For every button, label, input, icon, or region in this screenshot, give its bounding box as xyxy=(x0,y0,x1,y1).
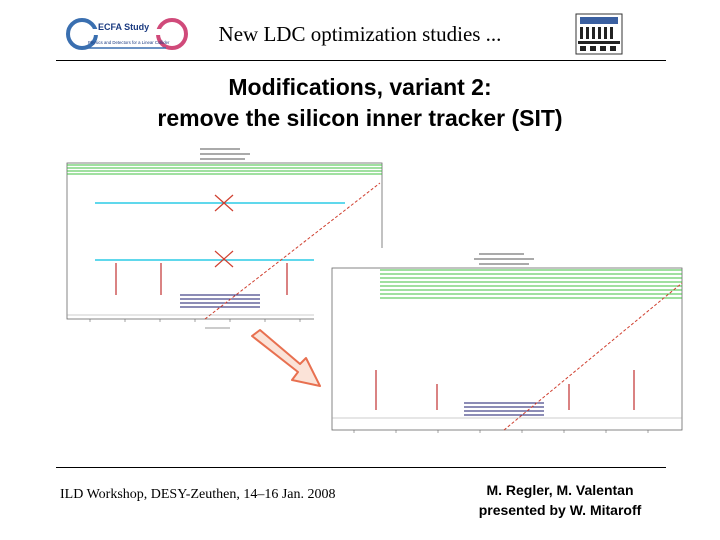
logo-text-main: ECFA Study xyxy=(98,22,149,32)
footer-authors-line-2: presented by W. Mitaroff xyxy=(478,502,642,518)
footer-authors-line-1: M. Regler, M. Valentan xyxy=(486,482,634,498)
ecfa-study-logo: ECFA Study Physics and Detectors for a L… xyxy=(66,18,188,50)
slide-title: Modifications, variant 2: remove the sil… xyxy=(40,72,680,134)
plot-cross-marker-lower xyxy=(214,250,234,268)
plot-lower-right-header xyxy=(474,253,534,265)
transition-arrow-icon xyxy=(251,329,321,387)
header-divider xyxy=(56,60,666,61)
header-title: New LDC optimization studies ... xyxy=(218,22,502,46)
footer-event: ILD Workshop, DESY-Zeuthen, 14–16 Jan. 2… xyxy=(60,487,336,502)
logo-text-sub: Physics and Detectors for a Linear Colli… xyxy=(88,40,170,45)
footer-authors: M. Regler, M. Valentan presented by W. M… xyxy=(440,480,680,520)
slide-title-line-1: Modifications, variant 2: xyxy=(228,74,492,100)
plot-cross-marker-upper xyxy=(214,194,234,212)
slide-title-line-2: remove the silicon inner tracker (SIT) xyxy=(157,105,563,131)
institute-emblem-icon xyxy=(575,13,623,55)
plot-upper-left-header xyxy=(200,148,250,160)
footer-divider xyxy=(56,467,666,468)
plot-lower-right xyxy=(314,248,686,440)
